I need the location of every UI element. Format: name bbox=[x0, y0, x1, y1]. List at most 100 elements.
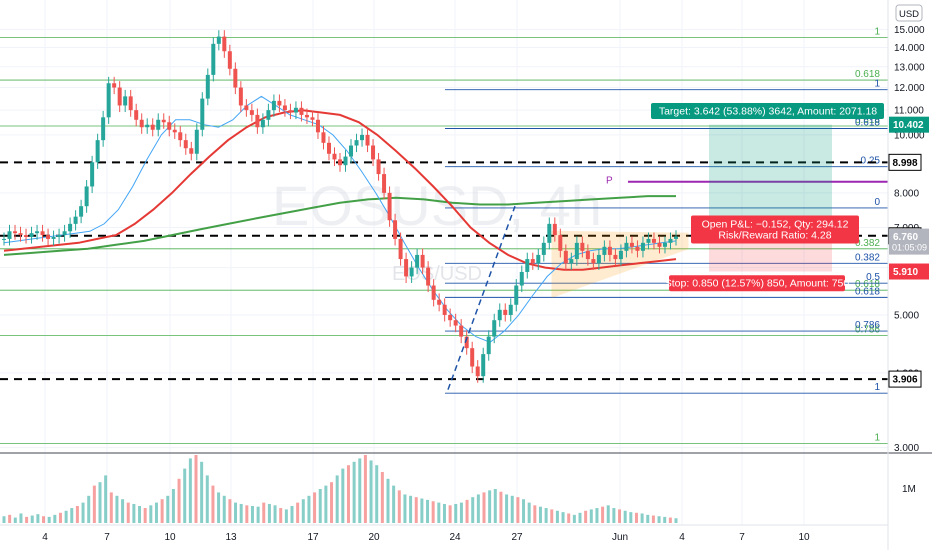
fib-level-label: 0.382 bbox=[855, 238, 880, 249]
candle-body bbox=[503, 309, 508, 315]
volume-bar bbox=[623, 510, 627, 523]
candle-body bbox=[629, 242, 634, 247]
volume-bar bbox=[98, 482, 102, 523]
fib-level-label: 1 bbox=[874, 27, 880, 38]
time-tick-label: 27 bbox=[511, 532, 523, 543]
fibonacci-levels[interactable]: 10.6180.6180.3820.6180.786110.6180.2500.… bbox=[0, 27, 888, 444]
symbol-sub-watermark: EOS/USD bbox=[392, 263, 482, 285]
ma-200-line bbox=[3, 195, 676, 256]
candle-body bbox=[354, 140, 359, 146]
volume-bar bbox=[166, 495, 170, 523]
price-tick-label: 10.000 bbox=[894, 130, 925, 141]
volume-bar bbox=[250, 506, 254, 523]
price-tag bbox=[889, 116, 929, 133]
price-tick-label: 15.000 bbox=[894, 25, 925, 36]
volume-bar bbox=[194, 455, 198, 523]
candle-body bbox=[260, 119, 265, 128]
candle-body bbox=[304, 114, 309, 118]
volume-bar bbox=[442, 503, 446, 523]
time-axis[interactable]: 4 7 10 13 17 20 24 27 Jun 4 7 10 bbox=[42, 532, 810, 543]
candle-body bbox=[607, 246, 612, 255]
volume-scale-label: 1M bbox=[902, 484, 916, 495]
volume-bar bbox=[58, 512, 62, 523]
time-tick-label: Jun bbox=[612, 532, 628, 543]
volume-bar bbox=[273, 505, 277, 523]
candle-body bbox=[481, 354, 486, 377]
candle-body bbox=[271, 100, 276, 111]
candle-body bbox=[569, 259, 574, 264]
candle-body bbox=[585, 250, 590, 260]
volume-bar bbox=[572, 514, 576, 523]
candle-body bbox=[393, 220, 398, 239]
candle-body bbox=[464, 336, 469, 349]
volume-bar bbox=[205, 475, 209, 523]
candle-body bbox=[222, 36, 227, 52]
candle-body bbox=[674, 236, 678, 239]
key-level-tag bbox=[888, 370, 922, 388]
candle-body bbox=[530, 259, 535, 264]
fib-level-label: 0.25 bbox=[861, 156, 881, 167]
candle-body bbox=[238, 87, 243, 106]
candle-body bbox=[365, 134, 370, 146]
volume-bar bbox=[409, 495, 413, 523]
volume-bar bbox=[375, 465, 379, 523]
currency-button[interactable]: USD bbox=[895, 4, 923, 22]
candle-body bbox=[635, 246, 640, 251]
trend-line-dashed bbox=[447, 205, 516, 390]
volume-bar bbox=[70, 508, 74, 523]
volume-bar bbox=[149, 505, 153, 523]
candle-body bbox=[618, 250, 623, 260]
candle-body bbox=[128, 96, 133, 111]
volume-bar bbox=[132, 503, 136, 523]
volume-bar bbox=[25, 516, 29, 523]
volume-bar bbox=[87, 495, 91, 523]
price-axis[interactable]: 3.0004.0005.0006.0007.0008.0009.00010.00… bbox=[888, 25, 929, 495]
candle-body bbox=[106, 83, 111, 118]
candle-body bbox=[574, 242, 579, 260]
volume-bar bbox=[2, 516, 6, 523]
volume-bar bbox=[301, 499, 305, 523]
candle-body bbox=[68, 223, 73, 232]
fib-level-label: 0.618 bbox=[855, 286, 880, 297]
candle-body bbox=[442, 304, 447, 315]
volume-bar bbox=[36, 514, 40, 523]
candle-body bbox=[343, 156, 348, 166]
candle-body bbox=[497, 309, 502, 321]
volume-bar bbox=[13, 517, 17, 523]
time-tick-label: 4 bbox=[42, 532, 48, 543]
volume-bar bbox=[578, 512, 582, 523]
pivot-label: P bbox=[606, 176, 613, 187]
price-tick-label: 14.000 bbox=[894, 43, 925, 54]
volume-bar bbox=[595, 508, 599, 523]
candle-body bbox=[547, 223, 552, 243]
candle-body bbox=[156, 119, 161, 130]
candle-body bbox=[415, 254, 420, 268]
volume-bar bbox=[318, 489, 322, 523]
volume-bar bbox=[550, 509, 554, 523]
volume-bar bbox=[561, 512, 565, 523]
candle-body bbox=[470, 348, 475, 367]
volume-bar bbox=[420, 498, 424, 523]
candle-body bbox=[35, 231, 40, 234]
candle-body bbox=[73, 216, 78, 224]
candle-body bbox=[360, 134, 365, 141]
volume-bar bbox=[414, 497, 418, 523]
candle-body bbox=[613, 254, 618, 260]
time-tick-label: 24 bbox=[449, 532, 461, 543]
annotations[interactable]: Target: 3.642 (53.88%) 3642, Amount: 207… bbox=[447, 102, 884, 390]
volume-bar bbox=[171, 489, 175, 523]
volume-bar bbox=[284, 509, 288, 523]
candle-body bbox=[662, 242, 667, 247]
stop-box-text: Stop: 0.850 (12.57%) 850, Amount: 750 bbox=[665, 278, 850, 290]
candle-body bbox=[178, 132, 183, 141]
volume-bar bbox=[188, 458, 192, 523]
candle-countdown: 01:05:09 bbox=[892, 243, 927, 253]
volume-bar bbox=[346, 465, 350, 523]
volume-bar bbox=[109, 492, 113, 523]
price-tick-label: 5.000 bbox=[894, 310, 919, 321]
fib-level-label: 1 bbox=[874, 432, 880, 443]
candle-body bbox=[249, 110, 254, 115]
volume-bar bbox=[313, 492, 317, 523]
volume-bar bbox=[482, 492, 486, 523]
